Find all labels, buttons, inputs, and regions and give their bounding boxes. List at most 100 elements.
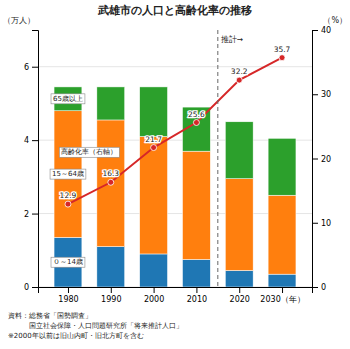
- tick-mark: [68, 287, 69, 293]
- y2-axis-title: （%）: [323, 16, 347, 25]
- tick-label: 2: [24, 210, 29, 219]
- line: [68, 58, 282, 204]
- bar: [182, 259, 210, 287]
- tick-mark: [239, 287, 240, 293]
- label-box: [59, 147, 119, 157]
- tick: 20: [312, 155, 331, 164]
- series-label: 65歳以上: [53, 95, 83, 103]
- tick-label: 2000: [144, 295, 164, 304]
- annotation: 推計→: [221, 35, 243, 44]
- label-box: [50, 169, 86, 179]
- tick-mark: [154, 287, 155, 293]
- y-axis: 0 2 4 6: [24, 31, 39, 293]
- x-axis: 1980 1990 2000 2010 2020 2030（年）: [39, 287, 313, 304]
- bar: [225, 270, 253, 287]
- tick: 2: [24, 210, 38, 219]
- marker: [65, 201, 71, 207]
- bar: [182, 151, 210, 259]
- tick-mark: [111, 287, 112, 293]
- tick-label: 1980: [58, 295, 78, 304]
- bar-series: [54, 87, 296, 195]
- tick-label: 10: [321, 219, 331, 228]
- tick: 0: [24, 283, 38, 292]
- tick: 2030（年）: [260, 287, 304, 304]
- tick: 2020: [230, 287, 250, 304]
- y2-axis: 0 10 20 30 40: [312, 26, 331, 292]
- footnote: 資料：総務省「国勢調査」: [8, 312, 92, 320]
- data-label: 12.9: [60, 191, 77, 200]
- tick-label: 6: [24, 63, 29, 72]
- tick-mark: [282, 287, 283, 293]
- tick-mark: [32, 140, 38, 141]
- data-label: 32.2: [231, 67, 248, 76]
- tick: 4: [24, 136, 38, 145]
- data-label: 25.6: [188, 110, 205, 119]
- data-label: 16.3: [102, 169, 119, 178]
- bar: [97, 247, 125, 287]
- plot: 1980 1990 2000 2010 2020 2030（年） 0 2 4 6 0 10 20 30 40…: [24, 26, 331, 304]
- marks: [54, 55, 296, 287]
- label-box: [51, 257, 85, 267]
- tick-mark: [312, 159, 318, 160]
- bar-series-label: 65歳以上: [51, 94, 85, 104]
- tick-label: 2030（年）: [260, 295, 304, 304]
- data-label: 21.7: [145, 135, 162, 144]
- tick-mark: [196, 287, 197, 293]
- bar: [97, 87, 125, 120]
- tick-mark: [312, 30, 318, 31]
- tick-label: 1990: [101, 295, 121, 304]
- tick-mark: [312, 223, 318, 224]
- grid-line: [38, 66, 312, 67]
- tick-label: 0: [24, 283, 29, 292]
- chart: 1980 1990 2000 2010 2020 2030（年） 0 2 4 6 0 10 20 30 40…: [0, 0, 350, 349]
- line-series-label: 高齢化率（右軸）: [59, 147, 119, 157]
- tick: 1990: [101, 287, 121, 304]
- tick-mark: [32, 67, 38, 68]
- tick: 2010: [187, 287, 207, 304]
- tick-label: 40: [321, 26, 331, 35]
- marker: [108, 179, 114, 185]
- tick-label: 2010: [187, 295, 207, 304]
- data-label: 35.7: [274, 45, 291, 54]
- tick-mark: [32, 287, 38, 288]
- tick-mark: [312, 287, 318, 288]
- bar-series-label: 15～64歳: [50, 169, 86, 179]
- bar-series: [54, 237, 296, 287]
- tick: 40: [312, 26, 331, 35]
- label-box: [51, 94, 85, 104]
- footnote: 国立社会保障・人口問題研究所「将来推計人口」: [8, 322, 183, 330]
- tick-label: 2020: [230, 295, 250, 304]
- axis-line: [39, 288, 313, 294]
- tick: 1980: [58, 287, 78, 304]
- tick-mark: [312, 94, 318, 95]
- y-axis-title: （万人）: [3, 16, 35, 25]
- axis-line: [32, 31, 39, 288]
- footnote: ※2000年以前は旧山内町・旧北方町を含む: [8, 332, 144, 340]
- tick-label: 30: [321, 90, 331, 99]
- tick: 2000: [144, 287, 164, 304]
- tick-mark: [32, 214, 38, 215]
- bar: [225, 122, 253, 179]
- bar: [140, 87, 168, 137]
- bar-series-label: ０～14歳: [51, 257, 85, 267]
- axis-line: [313, 31, 319, 288]
- bar: [140, 254, 168, 287]
- separator: [217, 30, 218, 287]
- tick: 10: [312, 219, 331, 228]
- title: 武雄市の人口と高齢化率の推移: [97, 4, 252, 17]
- bar: [268, 138, 296, 195]
- bar: [97, 120, 125, 247]
- bar: [225, 179, 253, 271]
- tick-label: 20: [321, 155, 331, 164]
- grid: [38, 67, 312, 287]
- marker: [279, 55, 285, 61]
- tick: 30: [312, 90, 331, 99]
- series-label: ０～14歳: [53, 258, 83, 266]
- bar: [268, 195, 296, 274]
- tick: 0: [312, 283, 326, 292]
- tick-label: 0: [321, 283, 326, 292]
- marker: [151, 145, 157, 151]
- marker: [193, 120, 199, 126]
- bar: [268, 274, 296, 287]
- series-label: 高齢化率（右軸）: [61, 148, 117, 156]
